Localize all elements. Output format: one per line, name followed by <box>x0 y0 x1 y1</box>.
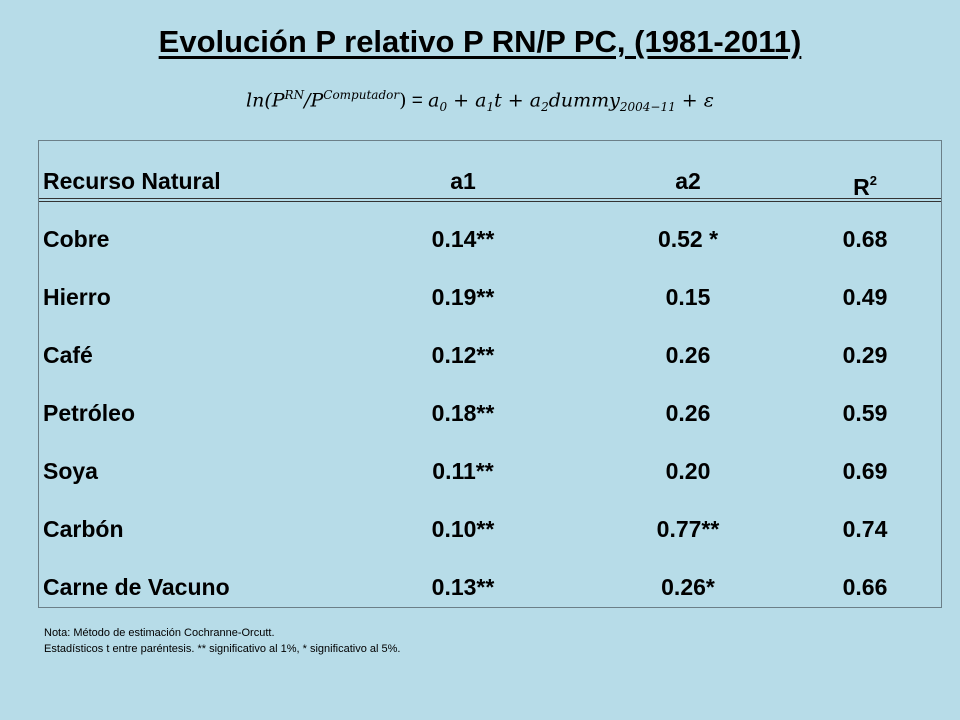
formula-a0-sub: 0 <box>439 100 448 115</box>
row-a1: 0.11** <box>432 458 494 484</box>
formula-a1-sub: 1 <box>486 100 495 115</box>
table-row: Cobre 0.14** 0.52 * 0.68 <box>39 219 941 259</box>
table-row: Café 0.12** 0.26 0.29 <box>39 335 941 375</box>
table-row: Hierro 0.19** 0.15 0.49 <box>39 277 941 317</box>
formula-sup-rn: RN <box>284 88 305 102</box>
table-header-row: Recurso Natural a1 a2 R2 <box>39 161 941 201</box>
row-a1: 0.13** <box>431 574 495 600</box>
formula-a1: a <box>475 89 487 112</box>
header-r2-base: R <box>853 174 870 200</box>
row-r2: 0.66 <box>842 574 888 600</box>
row-r2: 0.59 <box>842 400 888 426</box>
formula-t: t <box>494 89 502 112</box>
row-r2: 0.29 <box>842 342 888 368</box>
formula-epsilon: ε <box>703 89 714 112</box>
results-table: Recurso Natural a1 a2 R2 Cobre 0.14** 0.… <box>38 140 942 608</box>
row-resource: Hierro <box>43 284 111 310</box>
header-resource: Recurso Natural <box>43 168 221 194</box>
row-a1: 0.18** <box>431 400 495 426</box>
row-resource: Carne de Vacuno <box>43 574 230 600</box>
row-r2: 0.74 <box>842 516 888 542</box>
footnote-method: Nota: Método de estimación Cochranne-Orc… <box>44 627 275 639</box>
table-row: Soya 0.11** 0.20 0.69 <box>39 451 941 491</box>
row-resource: Cobre <box>43 226 110 252</box>
row-a2: 0.15 <box>665 284 711 310</box>
row-a1: 0.14** <box>431 226 495 252</box>
row-resource: Soya <box>43 458 98 484</box>
row-a2: 0.20 <box>665 458 711 484</box>
formula-plus-2: + <box>501 89 530 112</box>
header-a2: a2 <box>675 168 701 194</box>
table-row: Petróleo 0.18** 0.26 0.59 <box>39 393 941 433</box>
row-r2: 0.49 <box>842 284 888 310</box>
formula-a2: a <box>529 89 542 112</box>
table-row: Carne de Vacuno 0.13** 0.26* 0.66 <box>39 567 941 607</box>
row-a2: 0.52 * <box>657 226 719 252</box>
header-divider <box>39 198 941 202</box>
row-resource: Café <box>43 342 93 368</box>
formula-dummy: dummy <box>548 89 620 112</box>
formula-equals: = <box>406 90 429 112</box>
formula-close: ) <box>399 89 407 112</box>
formula-a2-sub: 2 <box>541 100 549 115</box>
formula-sup-computador: Computador <box>323 88 400 102</box>
row-resource: Carbón <box>43 516 124 542</box>
row-r2: 0.68 <box>842 226 888 252</box>
formula-a0: a <box>428 89 440 112</box>
formula-plus-3: + <box>675 89 704 112</box>
row-a2: 0.26* <box>661 574 715 600</box>
footnote-significance: Estadísticos t entre paréntesis. ** sign… <box>44 643 401 655</box>
regression-formula: ln(PRN/PComputador) = a0 + a1t + a2dummy… <box>0 88 960 114</box>
row-resource: Petróleo <box>43 400 136 426</box>
header-a1: a1 <box>450 168 476 194</box>
row-a2: 0.26 <box>665 400 711 426</box>
header-r2: R2 <box>809 161 921 207</box>
row-a1: 0.19** <box>431 284 495 310</box>
row-a1: 0.10** <box>431 516 495 542</box>
slide-title: Evolución P relativo P RN/P PC, (1981-20… <box>158 24 802 59</box>
row-r2: 0.69 <box>842 458 888 484</box>
table-row: Carbón 0.10** 0.77** 0.74 <box>39 509 941 549</box>
formula-dummy-sub: 2004−11 <box>619 100 676 115</box>
row-a1: 0.12** <box>431 342 495 368</box>
formula-slash: /P <box>304 89 324 112</box>
row-a2: 0.26 <box>665 342 711 368</box>
footnotes: Nota: Método de estimación Cochranne-Orc… <box>44 625 400 657</box>
formula-ln: ln(P <box>246 89 285 112</box>
row-a2: 0.77** <box>656 516 720 542</box>
formula-plus-1: + <box>447 89 476 112</box>
header-r2-sup: 2 <box>869 173 877 188</box>
